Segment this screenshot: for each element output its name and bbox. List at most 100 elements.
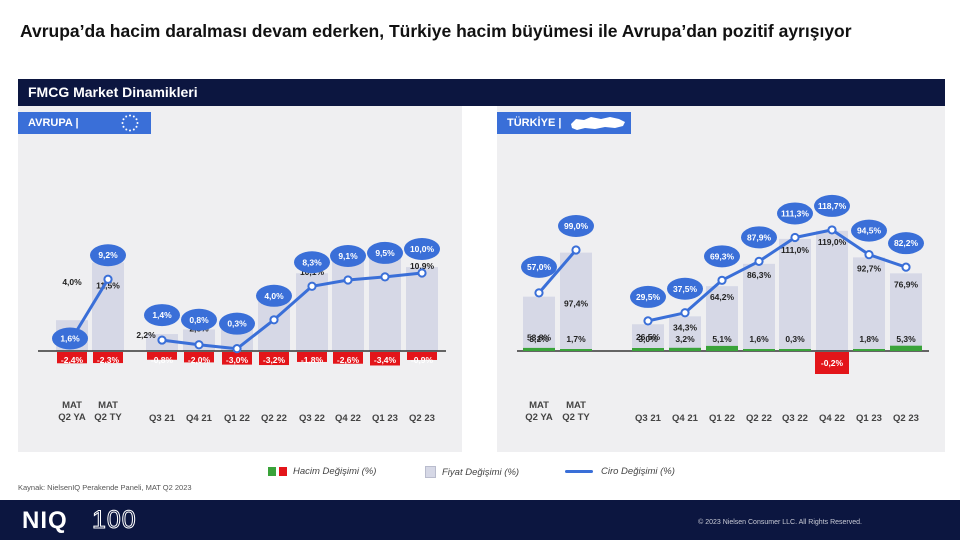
volume-bar [297,352,327,362]
value-bubble [558,215,594,238]
volume-label: -2,0% [188,355,211,365]
category-label: Q4 21 [672,413,699,424]
legend-volume-green-swatch [268,467,276,476]
category-label: Q3 22 [299,413,325,424]
category-label: Q2 23 [893,413,919,424]
europe-tag-label: AVRUPA | [28,117,79,129]
value-point [194,340,204,350]
copyright: © 2023 Nielsen Consumer LLC. All Rights … [698,519,862,526]
volume-label: -2,4% [61,355,84,365]
price-label: 4,0% [62,277,82,287]
volume-bar [523,347,555,351]
turkey-tag-label: TÜRKİYE | [507,117,562,129]
category-label: Q4 22 [819,413,845,424]
value-point [754,256,764,266]
value-bubble [667,277,703,300]
category-label: MAT Q2 YA [58,400,86,423]
price-label: 53,8% [527,333,552,343]
europe-tag: AVRUPA | [18,112,151,134]
value-label: 111,3% [781,208,809,218]
value-point [790,232,800,243]
value-bubble [90,244,126,267]
value-point [417,268,427,278]
legend-volume-red-swatch [279,467,287,476]
category-label: Q1 22 [709,413,735,424]
volume-label: 3,0% [638,334,658,344]
category-label: Q4 21 [186,413,213,424]
value-bubble [814,194,850,217]
value-bubble [704,245,740,268]
value-label: 9,5% [375,248,395,258]
volume-label: 1,6% [749,334,769,344]
value-label: 4,0% [264,291,284,301]
legend-value: Ciro Değişimi (%) [565,466,675,477]
volume-label: 5,3% [896,334,916,344]
europe-chart: -2,4% -2,3% -0,8% -2,0% -3,0% -3,2% -1,8% -2,6%… [38,238,446,424]
price-bar [779,238,811,351]
volume-bar [407,352,437,360]
price-bar [560,252,592,351]
eu-star-icon [135,118,138,121]
volume-label: -1,8% [301,355,324,365]
price-bar [853,257,885,351]
price-label: 86,3% [747,270,772,280]
value-label: 0,3% [227,319,247,329]
price-label: 2,2% [136,330,156,340]
value-bubble [741,226,777,249]
price-bar [890,273,922,351]
value-line [537,249,578,294]
price-label: 64,2% [710,292,735,302]
value-point [717,275,727,285]
price-label: 119,0% [818,237,847,247]
value-point [643,316,653,326]
volume-label: 0,3% [785,334,805,344]
category-label: Q2 22 [261,413,287,424]
value-point [680,308,690,318]
category-label: Q2 23 [409,413,435,424]
footer-bar [0,500,960,540]
eu-star-icon [129,129,131,132]
volume-label: 1,8% [859,334,879,344]
value-line [161,271,423,351]
value-label: 99,0% [564,221,589,231]
price-label: 76,9% [894,279,919,289]
category-label: Q1 23 [856,413,882,424]
value-label: 82,2% [894,238,919,248]
category-label: Q4 22 [335,413,361,424]
source-note: Kaynak: NielsenIQ Perakende Paneli, MAT … [18,483,192,492]
value-bubble [367,241,403,264]
value-label: 29,5% [636,292,661,302]
volume-bar [184,352,214,363]
volume-label: -0,9% [411,355,434,365]
value-label: 1,4% [152,310,172,320]
value-label: 0,8% [189,315,209,325]
volume-bar [57,352,87,364]
price-bar [369,251,401,351]
value-bubble [52,327,88,350]
value-point [827,225,837,235]
eu-star-icon [132,128,135,131]
value-label: 1,6% [60,334,80,344]
price-label: 26,5% [636,332,661,342]
volume-label: -3,2% [263,355,286,365]
value-point [157,335,167,345]
value-point [901,262,911,272]
category-label: Q3 21 [635,413,662,424]
price-label: 11,5% [96,280,120,290]
price-bar [706,286,738,351]
value-bubble [219,312,255,335]
volume-label: -0,2% [821,358,844,368]
value-line [647,228,907,323]
volume-bar [779,349,811,351]
niq-logo: NIQ [22,507,68,534]
volume-bar [333,352,363,364]
eu-star-icon [122,125,125,128]
volume-bar [669,347,701,351]
value-label: 57,0% [527,262,552,272]
volume-label: -0,8% [151,355,174,365]
eu-star-icon [132,115,135,118]
eu-star-icon [125,115,128,118]
value-bubble [521,255,557,278]
value-bubble [256,284,292,307]
eu-star-icon [136,122,139,124]
